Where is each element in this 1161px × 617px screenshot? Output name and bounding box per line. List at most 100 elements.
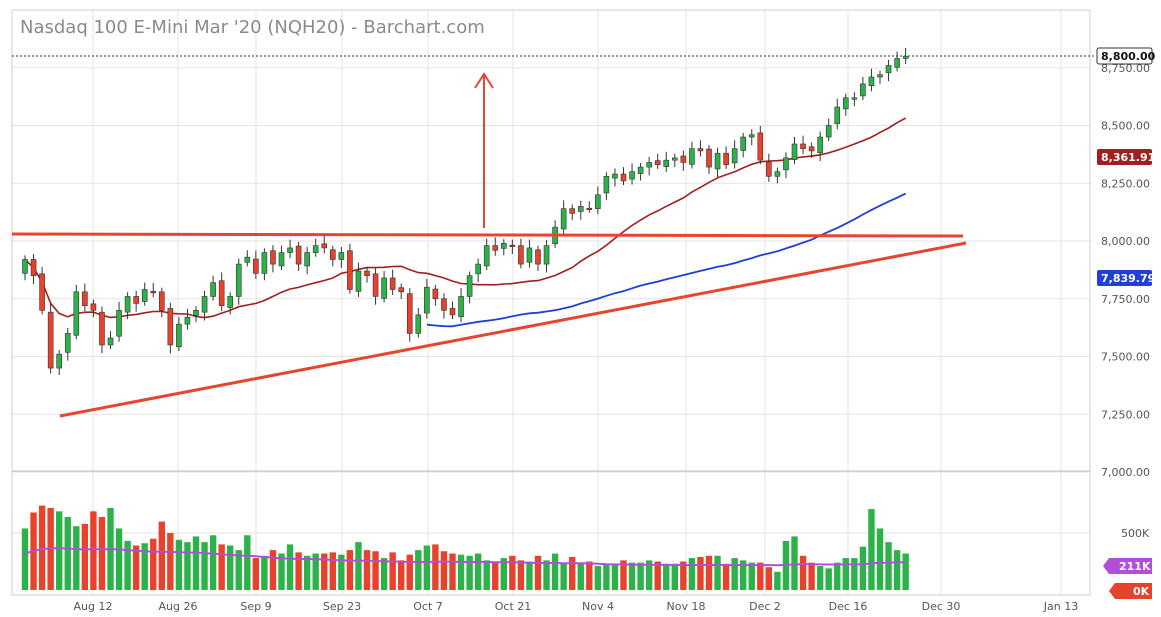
volume-bar bbox=[141, 543, 148, 590]
candle-body bbox=[458, 296, 464, 318]
candle-body bbox=[295, 245, 302, 265]
candle-body bbox=[124, 296, 131, 313]
ma-short-value: 8,361.91 bbox=[1101, 151, 1155, 164]
candle-body bbox=[560, 208, 567, 230]
time-tick-label: Dec 16 bbox=[829, 600, 868, 613]
candle-body bbox=[543, 245, 550, 265]
volume-bar bbox=[132, 545, 140, 590]
volume-bar bbox=[551, 553, 559, 590]
candle-body bbox=[30, 259, 37, 276]
candle-body bbox=[338, 252, 345, 260]
candle-body bbox=[107, 337, 114, 346]
volume-bar bbox=[124, 540, 131, 590]
volume-bar bbox=[825, 568, 832, 590]
volume-bar bbox=[209, 535, 217, 590]
volume-bar bbox=[415, 550, 422, 590]
volume-bar bbox=[389, 552, 396, 590]
volume-bar bbox=[603, 563, 610, 590]
candle-body bbox=[706, 148, 712, 168]
candle-body bbox=[347, 250, 353, 290]
volume-bar bbox=[492, 561, 499, 590]
candle-body bbox=[800, 143, 806, 149]
candle-body bbox=[868, 76, 875, 87]
volume-bars bbox=[21, 505, 909, 590]
volume-bar bbox=[457, 554, 465, 590]
candle-body bbox=[526, 247, 533, 263]
volume-bar bbox=[192, 536, 200, 590]
candle-body bbox=[654, 160, 661, 166]
candle-body bbox=[227, 296, 233, 308]
volume-bar bbox=[81, 523, 89, 590]
volume-bar bbox=[158, 521, 165, 590]
volume-bar bbox=[329, 552, 336, 590]
candle-body bbox=[64, 333, 71, 353]
candle-body bbox=[389, 277, 396, 290]
volume-bar bbox=[150, 538, 157, 590]
volume-bar bbox=[449, 553, 456, 590]
volume-bar bbox=[363, 550, 371, 590]
volume-bar bbox=[312, 553, 319, 590]
volume-bar bbox=[637, 562, 644, 590]
volume-bar bbox=[526, 561, 533, 590]
grid bbox=[12, 10, 1090, 595]
candle-body bbox=[449, 308, 456, 316]
volume-tick-label: 500K bbox=[1121, 527, 1150, 540]
resistance-line bbox=[11, 232, 964, 238]
time-tick-label: Sep 23 bbox=[323, 600, 361, 613]
candle-body bbox=[47, 311, 54, 369]
candle-body bbox=[825, 125, 832, 138]
candle-body bbox=[56, 353, 63, 369]
candle-body bbox=[646, 162, 652, 168]
candle-body bbox=[860, 83, 866, 97]
volume-bar bbox=[500, 558, 507, 590]
candle-body bbox=[218, 280, 225, 306]
candle-body bbox=[774, 171, 781, 177]
price-tick-label: 7,750.00 bbox=[1101, 293, 1150, 306]
candle-body bbox=[39, 273, 45, 311]
volume-bar bbox=[569, 556, 576, 590]
candle-body bbox=[885, 65, 892, 74]
volume-bar bbox=[184, 542, 191, 590]
candle-body bbox=[116, 309, 122, 337]
candle-body bbox=[902, 55, 909, 59]
volume-bar bbox=[594, 566, 602, 590]
price-tick-label: 7,000.00 bbox=[1101, 466, 1150, 479]
candle-body bbox=[757, 132, 764, 161]
price-axis: 8,750.00 8,500.00 8,250.00 8,000.00 7,750.00… bbox=[1101, 62, 1150, 479]
candle-body bbox=[689, 148, 695, 165]
candle-body bbox=[766, 161, 772, 177]
volume-bar bbox=[842, 558, 849, 590]
ma-short-badge: 8,361.91 bbox=[1097, 149, 1155, 165]
volume-bar bbox=[893, 550, 901, 590]
volume-bar bbox=[714, 555, 721, 590]
volume-bar bbox=[278, 553, 285, 590]
candle-body bbox=[133, 296, 139, 304]
time-tick-label: Oct 7 bbox=[413, 600, 443, 613]
volume-bar bbox=[663, 563, 670, 590]
volume-ma-badge: 211K bbox=[1103, 558, 1152, 574]
volume-bar bbox=[654, 561, 661, 590]
volume-bar bbox=[235, 550, 242, 590]
volume-average-line bbox=[24, 547, 906, 567]
volume-bar bbox=[244, 535, 251, 590]
price-tick-label: 8,000.00 bbox=[1101, 235, 1150, 248]
candle-body bbox=[466, 275, 473, 297]
volume-bar bbox=[201, 542, 208, 590]
candle-body bbox=[329, 249, 336, 260]
candle-body bbox=[783, 157, 789, 171]
time-axis: Aug 12 Aug 26 Sep 9 Sep 23 Oct 7 Oct 21 Nov 4 N… bbox=[74, 600, 1079, 613]
candle-body bbox=[680, 155, 687, 163]
candle-body bbox=[90, 303, 97, 311]
volume-bar bbox=[423, 545, 431, 590]
volume-bar bbox=[269, 550, 277, 590]
volume-bar bbox=[338, 554, 345, 590]
candle-body bbox=[355, 270, 362, 292]
volume-bar bbox=[705, 555, 713, 590]
volume-bar bbox=[398, 560, 405, 590]
volume-bar bbox=[474, 553, 482, 590]
candle-body bbox=[372, 273, 379, 297]
volume-bar bbox=[517, 560, 525, 590]
support-trendline bbox=[59, 241, 967, 418]
candle-body bbox=[740, 136, 747, 151]
